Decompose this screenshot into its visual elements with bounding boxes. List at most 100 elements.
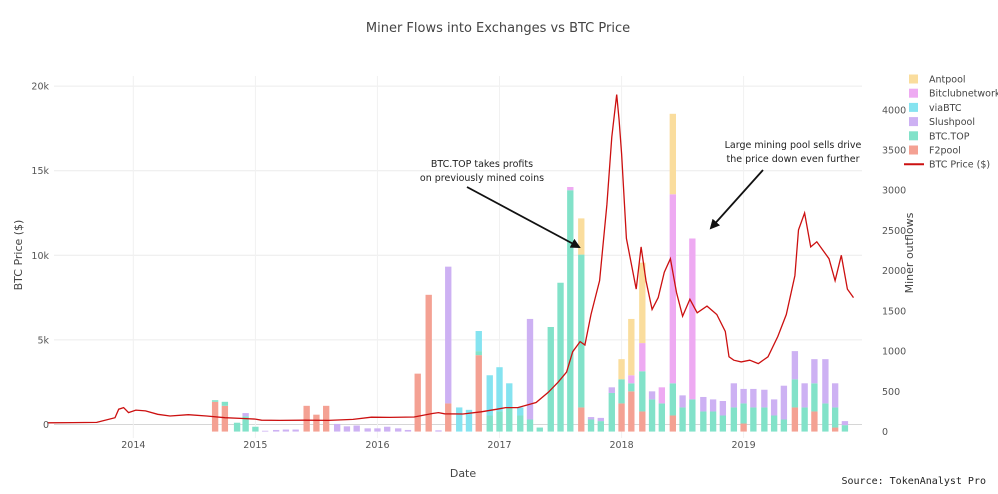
chart-title: Miner Flows into Exchanges vs BTC Price [366,21,630,36]
bar-f2pool [791,407,799,432]
x-axis-title: Date [450,467,477,480]
bar-btc-top [822,403,829,432]
bar-bitclubnetwork [658,387,666,404]
legend-swatch-f2pool [909,145,918,155]
bar-btc-top [567,190,574,432]
x-axis-tick-label: 2016 [365,440,389,451]
left-axis-tick-label: 20k [31,82,49,93]
bar-slushpool [343,426,351,432]
bar-btc-top [587,419,595,432]
annotation-1-line-1: BTC.TOP takes profits [431,159,533,170]
bar-f2pool [831,427,839,432]
bar-btc-top [557,282,564,432]
bar-btc-top [547,326,554,432]
bar-slushpool [791,351,799,380]
bar-slushpool [526,318,534,420]
bar-slushpool [374,428,381,432]
right-axis-tick-label: 2500 [882,226,906,237]
bar-btc-top [252,426,259,432]
bar-f2pool [578,407,585,432]
bar-viabtc [517,407,524,416]
bar-btc-top [669,383,676,416]
bar-btc-top [709,411,717,432]
annotation-1-line-2: on previously mined coins [420,173,544,184]
legend-label-viabtc: viaBTC [929,103,962,114]
right-axis-title: Miner outflows [903,212,916,293]
bar-bitclubnetwork [628,375,635,384]
legend-swatch-antpool [909,74,918,84]
x-axis-tick-label: 2019 [732,440,756,451]
legend-swatch-slushpool [909,117,918,127]
bar-slushpool [282,429,290,432]
bar-btc-top [233,422,241,432]
bar-slushpool [435,430,442,432]
bar-btc-top [578,254,585,408]
bar-btc-top [791,379,799,408]
right-axis-tick-label: 1000 [882,347,906,358]
left-axis-tick-label: 10k [31,251,49,262]
bar-slushpool [364,428,371,432]
right-axis-tick-label: 2000 [882,266,906,277]
bar-viabtc [465,409,473,432]
bar-btc-top [475,351,482,356]
bar-btc-top [242,416,249,432]
bar-btc-top [780,419,788,432]
bar-slushpool [242,413,249,417]
annotation-2-line-1: Large mining pool sells drive [725,140,862,151]
bar-btc-top [811,383,818,412]
bar-btc-top [608,392,615,432]
bar-bitclubnetwork [567,187,574,191]
bar-slushpool [700,396,707,412]
bar-viabtc [486,375,493,416]
x-axis-tick-label: 2015 [243,440,267,451]
bar-slushpool [404,429,412,432]
right-axis-tick-label: 3000 [882,186,906,197]
bar-slushpool [395,428,402,432]
bar-btc-top [221,401,229,406]
bar-slushpool [272,429,280,432]
bar-btc-top [658,403,666,432]
legend-swatch-bitclubnetwork [909,88,918,98]
bar-f2pool [221,405,229,432]
bar-btc-top [740,403,747,424]
bar-slushpool [780,385,788,420]
bar-slushpool [811,359,818,384]
bar-viabtc [456,407,463,432]
right-axis-tick-label: 500 [882,387,900,398]
bar-antpool [639,262,646,344]
bar-antpool [669,113,676,195]
bar-btc-top [719,415,727,432]
bar-viabtc [506,383,513,408]
right-axis-tick-label: 0 [882,427,888,438]
bar-btc-top [648,399,656,432]
bar-slushpool [333,423,341,432]
bar-btc-top [526,419,534,432]
bar-slushpool [292,429,299,432]
bar-f2pool [669,415,676,432]
bar-btc-top [628,383,635,392]
legend-label-btc-top: BTC.TOP [929,131,970,142]
left-axis-tick-label: 15k [31,166,49,177]
legend-label-f2pool: F2pool [929,146,961,157]
bar-slushpool [761,389,768,408]
bar-f2pool [475,355,482,432]
right-axis-tick-label: 1500 [882,306,906,317]
right-axis-tick-label: 3500 [882,146,906,157]
bar-btc-top [597,421,604,432]
legend-swatch-viabtc [909,102,918,112]
bar-slushpool [740,388,747,404]
bar-slushpool [679,395,686,408]
legend: Antpool Bitclubnetwork viaBTC Slushpool BTC.… [904,74,998,171]
bar-f2pool [639,411,646,432]
legend-label-slushpool: Slushpool [929,117,975,128]
left-axis-title: BTC Price ($) [12,220,25,291]
bar-slushpool [353,425,360,432]
bar-slushpool [831,383,839,408]
left-axis-ticks: 0 5k 10k 15k 20k [31,82,49,431]
bar-btc-top [750,407,757,432]
bar-slushpool [648,391,656,400]
bar-f2pool [618,403,625,432]
annotations: BTC.TOP takes profits on previously mine… [420,140,862,248]
gridlines [54,76,862,438]
bar-f2pool [313,414,320,432]
